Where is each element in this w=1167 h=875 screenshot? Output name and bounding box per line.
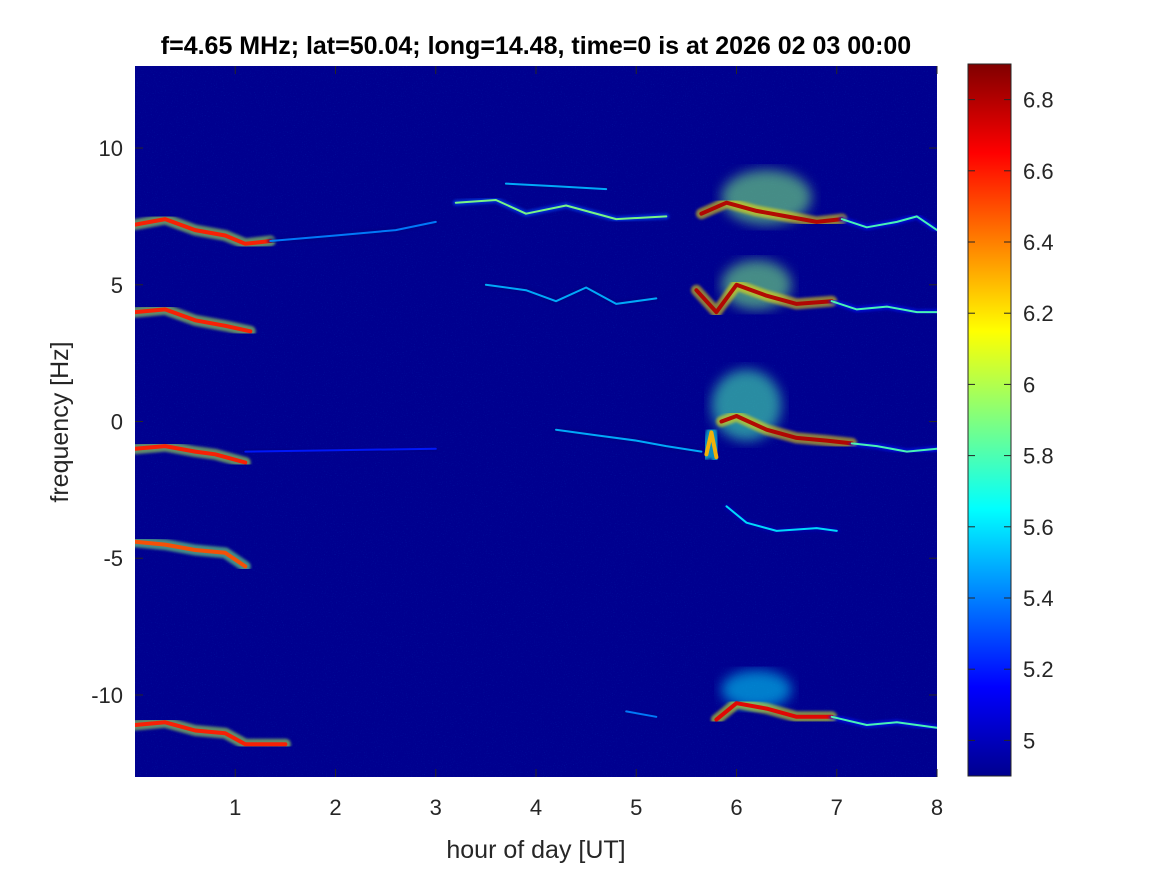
y-tick-label: -10 (91, 683, 123, 708)
chart-title: f=4.65 MHz; lat=50.04; long=14.48, time=… (161, 32, 911, 60)
colorbar-tick-label: 5.2 (1023, 657, 1054, 682)
spectral-trace-12 (244, 447, 437, 453)
spectral-trace-7 (135, 307, 253, 334)
spectral-trace-13 (555, 428, 703, 453)
colorbar-tick-label: 6.6 (1023, 159, 1054, 184)
colorbar-tick-label: 6.4 (1023, 230, 1054, 255)
spectral-trace-17 (135, 539, 248, 569)
colorbar-tick-label: 5.4 (1023, 586, 1054, 611)
spectral-trace-16 (850, 442, 937, 453)
spectral-trace-11 (135, 444, 248, 465)
colorbar (967, 63, 1012, 777)
x-tick-label: 6 (730, 795, 742, 820)
x-axis-ticks: 1 2 3 4 5 6 7 8 (229, 66, 943, 820)
x-tick-label: 4 (530, 795, 542, 820)
y-tick-label: 5 (111, 273, 123, 298)
y-tick-label: 0 (111, 410, 123, 435)
x-tick-label: 1 (229, 795, 241, 820)
x-tick-label: 7 (831, 795, 843, 820)
spectral-trace-1 (135, 217, 273, 246)
y-tick-label: 10 (99, 136, 123, 161)
trace-layer (135, 180, 937, 750)
colorbar-tick-label: 6.2 (1023, 301, 1054, 326)
colorbar-tick-label: 6 (1023, 372, 1035, 397)
spectral-trace-21 (830, 715, 937, 729)
colorbar-tick-label: 5.6 (1023, 515, 1054, 540)
x-axis-label: hour of day [UT] (446, 836, 625, 864)
spectral-trace-20 (714, 701, 834, 722)
spectral-trace-4 (504, 182, 608, 191)
y-axis-label: frequency [Hz] (46, 341, 74, 502)
spectral-trace-9 (694, 282, 834, 315)
spectral-trace-8 (484, 283, 658, 305)
spectral-trace-14 (704, 430, 719, 460)
spectral-trace-2 (269, 220, 437, 242)
spectral-trace-19 (135, 720, 288, 747)
y-tick-label: -5 (103, 546, 123, 571)
x-tick-label: 5 (630, 795, 642, 820)
y-axis-ticks: 10 5 0 -5 -10 (91, 136, 937, 708)
spectral-trace-3 (454, 199, 668, 221)
spectral-trace-10 (830, 300, 937, 314)
spectral-trace-5 (699, 200, 844, 224)
x-tick-label: 2 (329, 795, 341, 820)
colorbar-tick-label: 5 (1023, 728, 1035, 753)
colorbar-tick-label: 5.8 (1023, 444, 1054, 469)
colorbar-ticks: 6.8 6.6 6.4 6.2 6 5.8 5.6 5.4 5.2 5 (968, 88, 1054, 753)
plot-content (135, 169, 937, 750)
spectral-trace-22 (625, 710, 658, 718)
plot-noise-texture (135, 66, 937, 777)
colorbar-tick-label: 6.8 (1023, 88, 1054, 113)
spectral-trace-18 (725, 505, 838, 532)
x-tick-label: 8 (931, 795, 943, 820)
spectral-trace-15 (719, 414, 854, 446)
x-tick-label: 3 (430, 795, 442, 820)
spectral-trace-6 (840, 215, 937, 232)
